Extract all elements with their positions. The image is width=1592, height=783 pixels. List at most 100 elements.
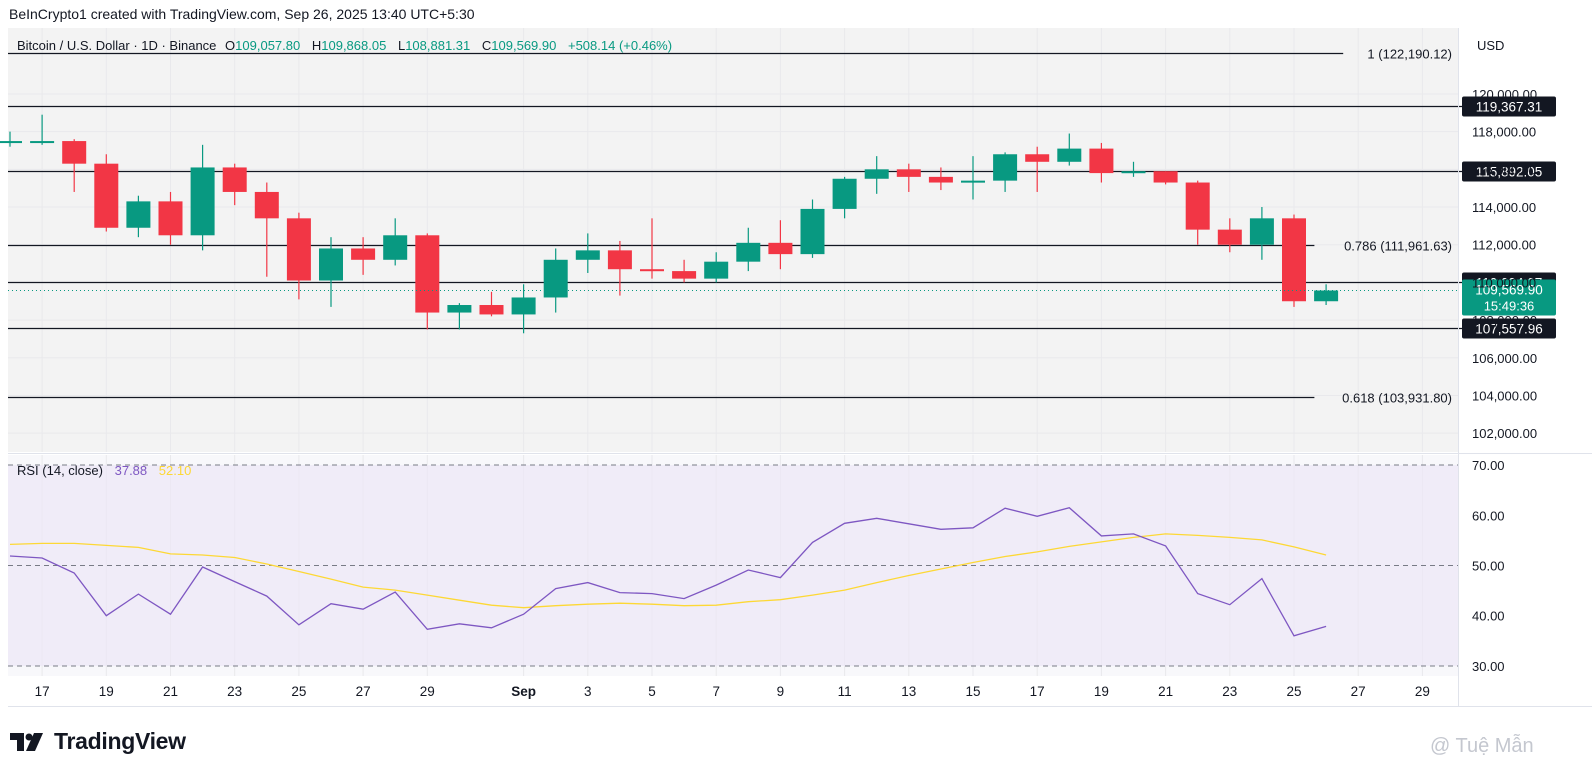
fib-level-label: 0.786 (111,961.63) bbox=[1344, 239, 1452, 254]
countdown-label: 15:49:36 bbox=[1484, 299, 1535, 314]
candle-up bbox=[864, 169, 889, 179]
time-axis-tick: 23 bbox=[1222, 684, 1237, 699]
candle-down bbox=[640, 269, 664, 272]
price-axis-tick: 102,000.00 bbox=[1472, 426, 1537, 441]
low-label: L bbox=[398, 38, 405, 53]
price-axis-tick: 116,000.00 bbox=[1472, 162, 1536, 177]
candle-up bbox=[30, 141, 55, 144]
currency-label[interactable]: USD bbox=[1477, 38, 1504, 53]
close-label: C bbox=[482, 38, 491, 53]
time-axis-tick: 19 bbox=[99, 684, 114, 699]
open-label: O bbox=[225, 38, 235, 53]
time-axis-tick: 11 bbox=[838, 684, 852, 699]
high-value: 109,868.05 bbox=[321, 38, 386, 53]
price-axis-tick: 118,000.00 bbox=[1472, 125, 1536, 140]
time-axis-tick: 19 bbox=[1094, 684, 1109, 699]
open-value: 109,057.80 bbox=[235, 38, 300, 53]
rsi-legend-value: 37.88 bbox=[115, 463, 148, 478]
candle-up bbox=[575, 250, 600, 260]
time-axis-tick: 25 bbox=[1286, 684, 1301, 699]
candle-down bbox=[607, 250, 632, 270]
level-price-tag bbox=[1462, 161, 1556, 182]
level-price-tag-label: 119,367.31 bbox=[1476, 100, 1543, 115]
tradingview-logo: TradingView bbox=[10, 728, 186, 755]
price-pane: 1 (122,190.12) 119,367.31 115,892.05 0.786 … bbox=[0, 28, 1556, 452]
fib-level-label: 0.618 (103,931.80) bbox=[1342, 391, 1452, 406]
candle-down bbox=[1282, 218, 1306, 302]
axes: 102,000.00 104,000.00 106,000.00 108,000.00… bbox=[8, 28, 1592, 707]
tradingview-logo-icon bbox=[10, 732, 43, 751]
candle-down bbox=[1185, 182, 1210, 230]
candle-up bbox=[0, 141, 22, 144]
price-axis-tick: 106,000.00 bbox=[1472, 351, 1537, 366]
candle-up bbox=[319, 248, 343, 281]
time-axis-tick: 29 bbox=[1415, 684, 1430, 699]
time-axis-tick: 17 bbox=[1030, 684, 1045, 699]
time-axis-tick: 3 bbox=[584, 684, 592, 699]
price-axis-tick: 120,000.00 bbox=[1472, 87, 1537, 102]
rsi-axis-tick: 30.00 bbox=[1472, 659, 1505, 674]
fib-level-label: 1 (122,190.12) bbox=[1367, 47, 1452, 62]
candle-up bbox=[447, 305, 472, 313]
candle-down bbox=[286, 218, 311, 281]
time-axis-tick: 7 bbox=[712, 684, 720, 699]
time-axis-tick: 29 bbox=[420, 684, 435, 699]
rsi-axis-tick: 60.00 bbox=[1472, 508, 1505, 523]
candle-up bbox=[511, 297, 536, 315]
level-price-tag bbox=[1462, 318, 1556, 339]
candle-down bbox=[1217, 229, 1242, 245]
rsi-legend: RSI (14, close) 37.88 52.10 bbox=[17, 463, 191, 478]
rsi-ma-legend-value: 52.10 bbox=[159, 463, 192, 478]
chart-credit: BeInCrypto1 created with TradingView.com… bbox=[9, 6, 475, 22]
candle-down bbox=[479, 305, 504, 315]
candle-up bbox=[1249, 218, 1274, 245]
time-axis-tick: 9 bbox=[777, 684, 785, 699]
level-price-tag-label: 107,557.96 bbox=[1475, 322, 1543, 337]
candle-up bbox=[190, 167, 215, 236]
symbol-name: Bitcoin / U.S. Dollar · 1D · Binance bbox=[17, 38, 216, 53]
time-axis-tick: 23 bbox=[227, 684, 242, 699]
price-axis-tick: 114,000.00 bbox=[1472, 200, 1536, 215]
rsi-line bbox=[9, 506, 1327, 637]
candle-down bbox=[158, 201, 183, 236]
time-axis-tick: 27 bbox=[356, 684, 371, 699]
time-axis-tick: 21 bbox=[163, 684, 178, 699]
time-axis-tick: 17 bbox=[35, 684, 50, 699]
candle-up bbox=[1121, 171, 1146, 174]
candle-up bbox=[961, 180, 985, 183]
watermark: @ Tuệ Mẫn bbox=[1430, 735, 1534, 757]
candle-down bbox=[62, 141, 87, 164]
candle-down bbox=[1153, 171, 1178, 183]
current-price-tag bbox=[1462, 279, 1556, 316]
tradingview-brand: TradingView bbox=[54, 728, 186, 754]
price-axis-tick: 112,000.00 bbox=[1472, 238, 1536, 253]
rsi-axis-tick: 50.00 bbox=[1472, 559, 1505, 574]
candle-down bbox=[351, 248, 376, 260]
price-pane-background bbox=[8, 28, 1458, 452]
change-value: +508.14 (+0.46%) bbox=[568, 38, 672, 53]
price-axis-tick: 108,000.00 bbox=[1472, 313, 1537, 328]
current-price-label: 109,569.90 bbox=[1475, 283, 1543, 298]
candle-down bbox=[1089, 148, 1114, 174]
candle-down bbox=[94, 163, 119, 228]
candle-down bbox=[254, 191, 279, 219]
candle-up bbox=[543, 259, 568, 298]
candle-down bbox=[896, 169, 921, 177]
candle-up bbox=[383, 235, 408, 260]
candle-down bbox=[768, 242, 793, 255]
time-axis-tick: 21 bbox=[1158, 684, 1173, 699]
candle-up bbox=[736, 242, 761, 262]
level-price-tag bbox=[1462, 96, 1556, 117]
candle-up bbox=[832, 178, 857, 209]
time-axis-tick: 5 bbox=[648, 684, 656, 699]
rsi-legend-label: RSI (14, close) bbox=[17, 463, 103, 478]
candle-down bbox=[222, 167, 247, 192]
candle-up bbox=[704, 261, 729, 279]
low-value: 108,881.31 bbox=[405, 38, 470, 53]
legends: Bitcoin / U.S. Dollar · 1D · Binance O10… bbox=[17, 38, 1504, 478]
time-axis-tick: 15 bbox=[965, 684, 980, 699]
rsi-pane bbox=[8, 455, 1458, 676]
level-price-tag-label: 115,892.05 bbox=[1476, 165, 1543, 180]
high-label: H bbox=[312, 38, 321, 53]
